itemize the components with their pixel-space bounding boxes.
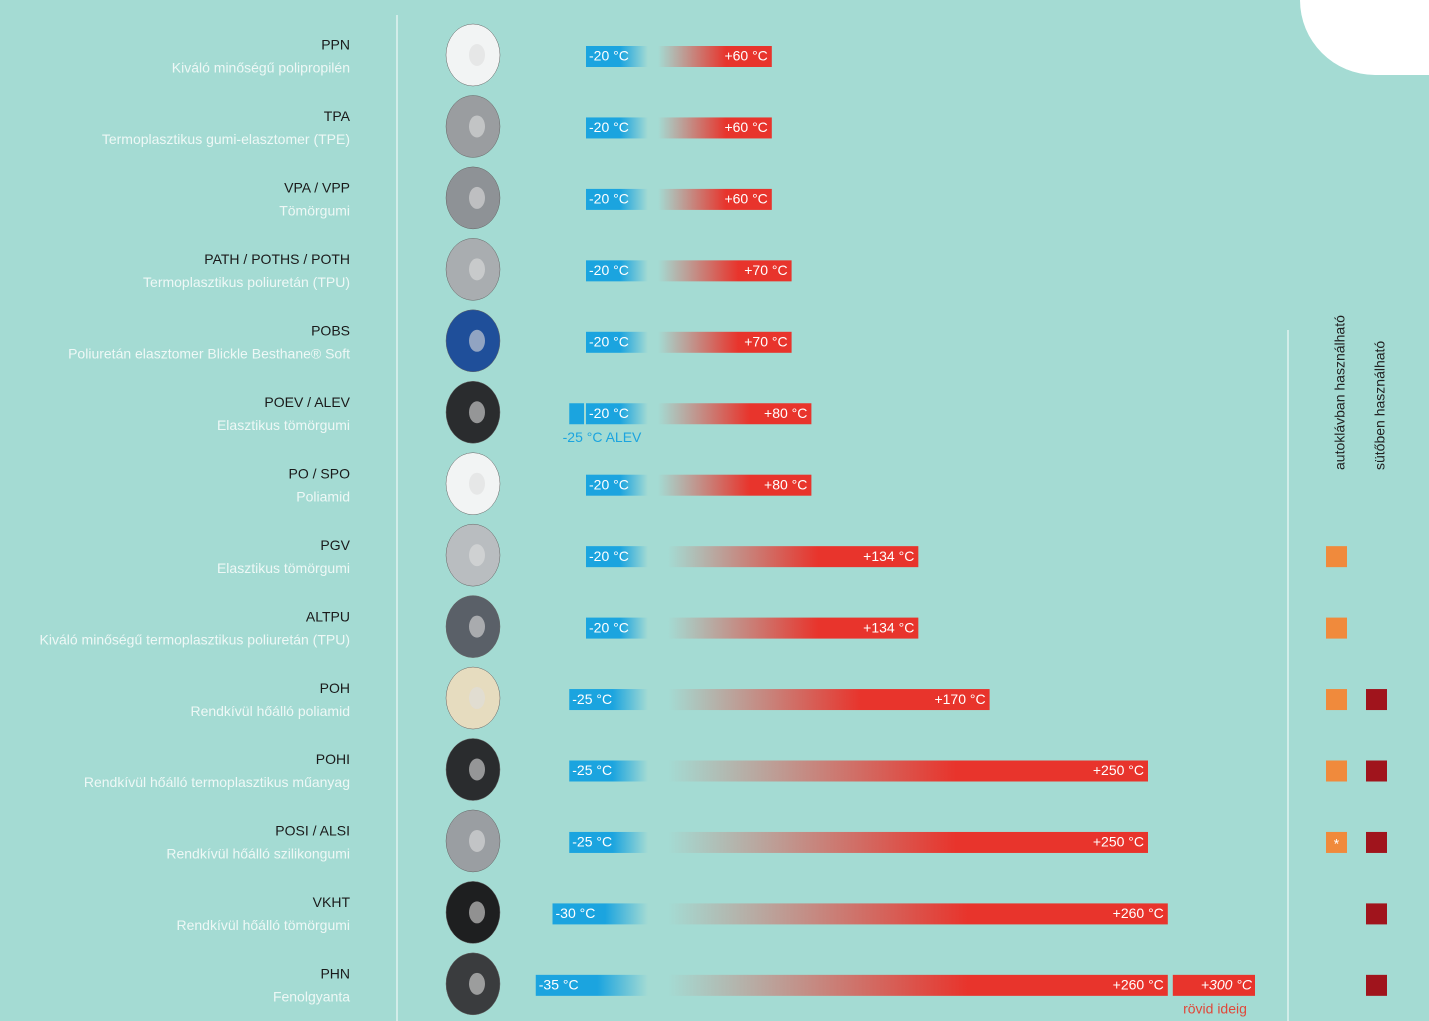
- product-code: VKHT: [313, 894, 351, 910]
- oven-flag: [1366, 903, 1387, 924]
- material-name: Elasztikus tömörgumi: [217, 560, 350, 576]
- extra-max-label: +300 °C: [1201, 977, 1253, 993]
- material-name: Kiváló minőségű termoplasztikus poliuret…: [40, 631, 350, 647]
- wheel-hub: [469, 258, 485, 280]
- product-code: POBS: [311, 323, 350, 339]
- autoclave-flag: [1326, 546, 1347, 567]
- product-code: POH: [320, 680, 350, 696]
- min-label: -25 °C: [572, 834, 612, 850]
- wheel-hub: [469, 544, 485, 566]
- wheel-hub: [469, 759, 485, 781]
- material-name: Rendkívül hőálló termoplasztikus műanyag: [84, 774, 350, 790]
- corner-shape: [1300, 0, 1429, 75]
- wheel-hub: [469, 473, 485, 495]
- extra-min-bar: [569, 403, 584, 424]
- product-code: PPN: [321, 37, 350, 53]
- material-name: Rendkívül hőálló tömörgumi: [176, 917, 350, 933]
- column-header: sütőben használható: [1372, 341, 1388, 470]
- min-label: -20 °C: [589, 191, 629, 207]
- min-label: -20 °C: [589, 334, 629, 350]
- product-code: POSI / ALSI: [275, 823, 350, 839]
- autoclave-flag: [1326, 689, 1347, 710]
- product-code: VPA / VPP: [284, 180, 350, 196]
- max-label: +70 °C: [744, 334, 787, 350]
- max-label: +70 °C: [744, 262, 787, 278]
- max-bar: [668, 761, 1148, 782]
- max-label: +60 °C: [724, 119, 767, 135]
- product-code: POHI: [316, 751, 350, 767]
- max-label: +170 °C: [934, 691, 985, 707]
- max-bar: [668, 975, 1168, 996]
- wheel-hub: [469, 830, 485, 852]
- product-code: PGV: [320, 537, 350, 553]
- wheel-hub: [469, 187, 485, 209]
- material-name: Elasztikus tömörgumi: [217, 417, 350, 433]
- autoclave-flag: [1326, 618, 1347, 639]
- material-name: Poliuretán elasztomer Blickle Besthane® …: [68, 346, 350, 362]
- material-name: Termoplasztikus poliuretán (TPU): [143, 274, 350, 290]
- product-code: PATH / POTHS / POTH: [204, 251, 350, 267]
- min-label: -35 °C: [539, 977, 579, 993]
- min-label: -20 °C: [589, 476, 629, 492]
- max-label: +260 °C: [1113, 977, 1164, 993]
- oven-flag: [1366, 975, 1387, 996]
- oven-flag: [1366, 689, 1387, 710]
- autoclave-flag: [1326, 761, 1347, 782]
- min-label: -25 °C: [572, 691, 612, 707]
- min-label: -20 °C: [589, 405, 629, 421]
- max-label: +80 °C: [764, 405, 807, 421]
- note: -25 °C ALEV: [563, 429, 642, 445]
- material-name: Poliamid: [296, 488, 350, 504]
- material-name: Termoplasztikus gumi-elasztomer (TPE): [102, 131, 350, 147]
- product-code: POEV / ALEV: [264, 394, 350, 410]
- wheel-hub: [469, 401, 485, 423]
- wheel-hub: [469, 901, 485, 923]
- min-label: -20 °C: [589, 548, 629, 564]
- product-code: ALTPU: [306, 608, 350, 624]
- max-label: +60 °C: [724, 48, 767, 64]
- product-code: PHN: [320, 966, 350, 982]
- wheel-hub: [469, 973, 485, 995]
- max-label: +134 °C: [863, 619, 914, 635]
- page: autoklávban használható sütőben használh…: [0, 0, 1429, 1021]
- material-name: Rendkívül hőálló poliamid: [190, 703, 350, 719]
- max-label: +80 °C: [764, 476, 807, 492]
- material-name: Kiváló minőségű polipropilén: [172, 60, 350, 76]
- min-label: -20 °C: [589, 119, 629, 135]
- max-bar: [668, 832, 1148, 853]
- oven-flag: [1366, 761, 1387, 782]
- wheel-hub: [469, 330, 485, 352]
- wheel-hub: [469, 115, 485, 137]
- min-label: -20 °C: [589, 48, 629, 64]
- column-header: autoklávban használható: [1332, 315, 1348, 470]
- max-label: +250 °C: [1093, 834, 1144, 850]
- min-label: -25 °C: [572, 762, 612, 778]
- wheel-hub: [469, 687, 485, 709]
- product-code: TPA: [324, 108, 351, 124]
- min-label: -30 °C: [556, 905, 596, 921]
- max-label: +134 °C: [863, 548, 914, 564]
- max-label: +250 °C: [1093, 762, 1144, 778]
- note: rövid ideig: [1183, 1001, 1247, 1017]
- product-code: PO / SPO: [289, 465, 351, 481]
- material-name: Rendkívül hőálló szilikongumi: [166, 846, 350, 862]
- wheel-hub: [469, 616, 485, 638]
- max-label: +60 °C: [724, 191, 767, 207]
- min-label: -20 °C: [589, 262, 629, 278]
- material-name: Tömörgumi: [279, 203, 350, 219]
- wheel-hub: [469, 44, 485, 66]
- material-name: Fenolgyanta: [273, 989, 350, 1005]
- temperature-table: autoklávban használható sütőben használh…: [0, 0, 1429, 1021]
- oven-flag: [1366, 832, 1387, 853]
- autoclave-mark: *: [1334, 836, 1340, 852]
- max-label: +260 °C: [1113, 905, 1164, 921]
- max-bar: [668, 903, 1168, 924]
- min-label: -20 °C: [589, 619, 629, 635]
